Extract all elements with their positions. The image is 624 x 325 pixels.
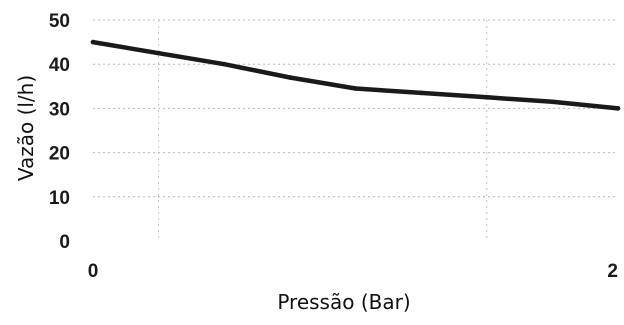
y-tick-label: 0 bbox=[59, 232, 70, 253]
data-point bbox=[353, 86, 358, 91]
data-point bbox=[484, 95, 490, 100]
gridlines bbox=[93, 19, 618, 241]
x-axis-label: Pressão (Bar) bbox=[277, 290, 410, 314]
data-point bbox=[287, 75, 293, 80]
y-axis-ticks: 0 10 20 30 40 50 bbox=[49, 11, 70, 253]
x-tick-label: 0 bbox=[88, 261, 99, 282]
data-point bbox=[221, 61, 227, 67]
y-tick-label: 10 bbox=[49, 188, 70, 209]
series-line bbox=[90, 39, 621, 111]
y-tick-label: 30 bbox=[49, 99, 70, 120]
x-tick-label: 2 bbox=[607, 261, 618, 282]
y-tick-label: 50 bbox=[49, 11, 70, 32]
data-point bbox=[156, 50, 161, 56]
data-point bbox=[418, 90, 424, 96]
data-point bbox=[90, 39, 96, 45]
y-axis-label: Vazão (l/h) bbox=[14, 75, 38, 181]
series-group bbox=[90, 39, 621, 111]
data-point bbox=[550, 99, 555, 105]
data-point bbox=[615, 106, 621, 111]
y-tick-label: 20 bbox=[49, 144, 70, 165]
y-tick-label: 40 bbox=[49, 55, 70, 76]
